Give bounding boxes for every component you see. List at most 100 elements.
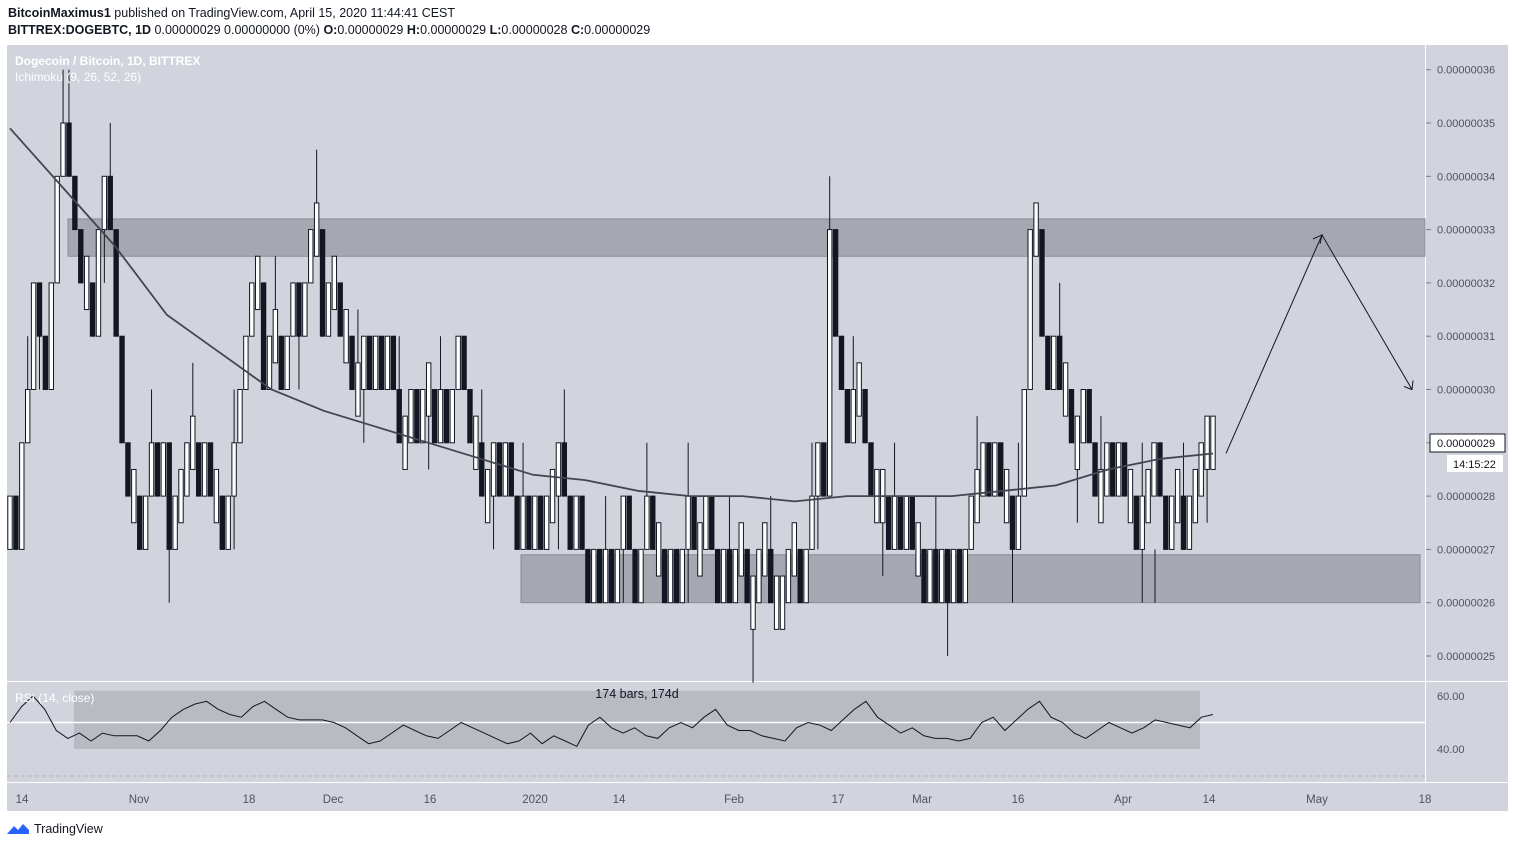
candle-body xyxy=(290,282,296,337)
candle-body xyxy=(319,229,326,337)
candle-body xyxy=(378,335,385,391)
candle-body xyxy=(1139,495,1145,550)
y-tick-label: 0.00000035 xyxy=(1437,118,1495,130)
candle-body xyxy=(933,548,939,604)
indicator-label: Ichimoku (9, 26, 52, 26) xyxy=(15,70,141,84)
candle-body xyxy=(13,495,19,550)
candle-body xyxy=(561,442,568,497)
candle-body xyxy=(148,442,155,497)
candle-body xyxy=(19,442,25,550)
price-tag: 0.00000029 xyxy=(1437,438,1495,450)
candle-body xyxy=(626,495,632,550)
x-tick-label: 14 xyxy=(613,794,626,806)
brand-label[interactable]: TradingView xyxy=(34,822,103,836)
candle-body xyxy=(1145,468,1151,524)
candle-body xyxy=(1198,442,1204,497)
y-tick-label: 0.00000033 xyxy=(1437,225,1495,237)
candle-body xyxy=(862,389,868,444)
candle-body xyxy=(1068,389,1075,444)
candle-body xyxy=(956,548,963,604)
candle-body xyxy=(962,548,969,604)
candle-body xyxy=(756,548,762,604)
candle-body xyxy=(714,548,721,604)
candle-body xyxy=(1098,468,1104,524)
candle-body xyxy=(119,335,125,444)
candle-body xyxy=(313,202,320,257)
candle-body xyxy=(868,442,874,497)
rsi-tick-label: 40.00 xyxy=(1437,744,1465,756)
candle-body xyxy=(83,255,90,311)
candle-body xyxy=(89,282,96,337)
close-label: C: xyxy=(570,23,585,37)
y-tick-label: 0.00000028 xyxy=(1437,491,1495,503)
candle-body xyxy=(579,495,585,550)
x-tick-label: 18 xyxy=(243,794,256,806)
candle-body xyxy=(390,335,397,391)
candle-body xyxy=(826,229,833,497)
x-tick-label: 14 xyxy=(16,794,29,806)
candle-body xyxy=(549,468,556,524)
candle-body xyxy=(1039,229,1045,337)
candle-body xyxy=(1163,495,1169,550)
candle-body xyxy=(431,389,438,444)
candle-body xyxy=(986,442,992,497)
candle-body xyxy=(443,389,450,444)
candle-body xyxy=(850,389,856,444)
candle-body xyxy=(131,468,137,524)
x-tick-label: May xyxy=(1306,794,1328,806)
projection-arrowhead-down xyxy=(1403,380,1414,391)
candle-body xyxy=(602,548,609,604)
high-value: 0.00000029 xyxy=(420,23,487,37)
candle-body xyxy=(1027,229,1033,390)
candle-body xyxy=(679,548,685,604)
candle-body xyxy=(24,389,31,444)
x-tick-label: 16 xyxy=(1012,794,1025,806)
candle-body xyxy=(95,229,102,337)
high-label: H: xyxy=(406,23,421,37)
candle-body xyxy=(897,495,904,550)
candle-body xyxy=(266,335,273,391)
candle-body xyxy=(691,495,697,550)
candle-body xyxy=(302,282,308,337)
candle-body xyxy=(697,522,703,577)
candle-body xyxy=(449,389,455,444)
candle-body xyxy=(219,495,225,550)
candle-body xyxy=(1169,495,1175,550)
footer: TradingView xyxy=(6,822,103,836)
candle-body xyxy=(815,442,821,497)
candle-body xyxy=(254,255,261,311)
projection-arrowhead-up xyxy=(1312,234,1323,245)
candle-body xyxy=(484,468,491,524)
candle-body xyxy=(915,522,921,577)
candle-body xyxy=(709,495,715,550)
countdown-box xyxy=(1447,455,1503,472)
candle-body xyxy=(998,442,1004,497)
x-tick-label: Feb xyxy=(724,794,744,806)
publish-info: published on TradingView.com, April 15, … xyxy=(114,6,456,20)
ohlc-line: BITTREX:DOGEBTC, 1D 0.00000029 0.0000000… xyxy=(8,22,650,39)
candle-body xyxy=(502,442,509,497)
change-label: 0.00000029 0.00000000 (0%) xyxy=(154,23,320,37)
candle-body xyxy=(213,468,220,524)
x-tick-label: Nov xyxy=(129,794,150,806)
author-name[interactable]: BitcoinMaximus1 xyxy=(8,6,111,20)
candle-body xyxy=(785,548,792,604)
x-tick-label: 16 xyxy=(424,794,437,806)
candle-body xyxy=(1121,442,1128,497)
candle-body xyxy=(414,389,420,444)
x-tick-label: Dec xyxy=(323,794,344,806)
candle-body xyxy=(1015,495,1022,550)
price-tag-box xyxy=(1429,433,1506,453)
candle-body xyxy=(78,229,84,284)
candle-body xyxy=(225,495,231,550)
candle-body xyxy=(137,495,143,550)
tradingview-logo-icon[interactable] xyxy=(6,822,30,836)
candle-body xyxy=(142,495,149,550)
candle-body xyxy=(473,415,479,470)
x-tick-label: 14 xyxy=(1203,794,1216,806)
candle-body xyxy=(355,362,361,417)
candle-body xyxy=(856,362,862,417)
candle-body xyxy=(396,389,402,444)
